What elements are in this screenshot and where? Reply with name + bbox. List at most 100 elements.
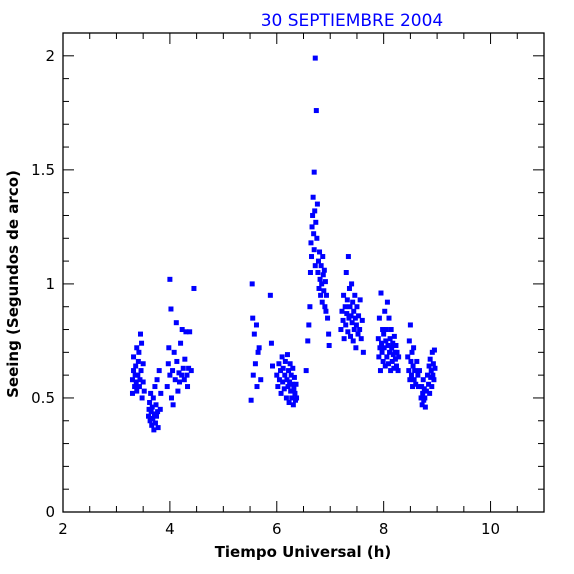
data-point [132, 384, 138, 390]
data-point [133, 379, 139, 385]
data-point [134, 388, 140, 394]
data-point [135, 372, 141, 378]
data-point [187, 329, 193, 335]
data-point [354, 304, 360, 310]
plot-frame [62, 32, 545, 513]
data-point [314, 235, 320, 241]
data-point [284, 352, 290, 358]
data-point [355, 331, 361, 337]
data-point [165, 361, 171, 367]
data-point [166, 345, 172, 351]
data-point [294, 395, 300, 401]
data-point [129, 377, 135, 383]
data-point [168, 395, 174, 401]
data-point [352, 292, 358, 298]
y-tick-label: 0 [45, 503, 55, 521]
data-point [419, 402, 425, 408]
data-point [342, 304, 348, 310]
data-point [389, 358, 395, 364]
data-point [270, 363, 275, 369]
x-axis-label: Tiempo Universal (h) [215, 543, 392, 561]
data-point [288, 372, 294, 378]
data-point [178, 340, 184, 346]
data-point [283, 395, 289, 401]
data-point [377, 368, 383, 374]
data-point [412, 368, 418, 374]
data-point [175, 388, 181, 394]
data-point [148, 390, 154, 396]
data-point [390, 340, 396, 346]
y-tick-label: 1.5 [31, 161, 55, 179]
data-point [383, 327, 389, 333]
data-point [157, 406, 163, 412]
data-point [348, 313, 354, 319]
y-tick-label: 0.5 [31, 389, 55, 407]
data-point [383, 338, 389, 344]
data-point [428, 368, 434, 374]
data-point [280, 379, 286, 385]
data-point [377, 345, 383, 351]
data-point [320, 254, 326, 260]
data-point [343, 322, 349, 328]
data-point [179, 327, 185, 333]
data-point [147, 418, 153, 424]
data-point [315, 270, 321, 275]
data-point [148, 409, 154, 415]
data-point [343, 270, 349, 275]
data-point [168, 306, 174, 312]
data-point [326, 342, 332, 348]
data-point [188, 368, 194, 374]
data-point [349, 281, 355, 287]
data-point [254, 384, 260, 390]
data-point [183, 329, 189, 335]
data-point [311, 169, 317, 175]
data-point [344, 297, 350, 303]
axes: 2 4 6 8 10 0 0.5 1 1.5 2 [31, 32, 545, 538]
data-point [152, 384, 158, 390]
data-point [186, 365, 192, 371]
data-point [314, 201, 320, 207]
data-point [345, 254, 351, 260]
data-point [170, 368, 176, 374]
data-point [185, 384, 191, 390]
data-point [172, 377, 178, 383]
data-point [415, 372, 421, 378]
data-point [406, 368, 412, 374]
data-point [394, 349, 400, 355]
data-point [306, 322, 312, 328]
y-tick-label: 1 [45, 275, 55, 293]
data-point [173, 320, 179, 326]
data-point [427, 356, 433, 362]
data-point [407, 322, 413, 328]
data-point [312, 55, 318, 61]
data-point [147, 400, 153, 406]
data-point [140, 361, 146, 367]
data-point [312, 208, 318, 214]
data-point [350, 299, 356, 305]
data-point [177, 379, 183, 385]
data-point [290, 365, 296, 371]
data-point [395, 368, 401, 374]
data-point [309, 224, 315, 230]
data-point [409, 349, 415, 355]
data-point [267, 292, 273, 298]
data-point [156, 368, 162, 374]
data-point [381, 345, 387, 351]
data-point [317, 249, 323, 255]
data-point [154, 377, 160, 383]
data-point [391, 365, 397, 371]
data-point [149, 404, 155, 410]
data-point [345, 329, 351, 335]
data-point [430, 372, 436, 378]
data-point [407, 377, 413, 383]
data-point [323, 292, 329, 298]
data-point [411, 377, 417, 383]
data-point [359, 317, 365, 323]
data-point [384, 299, 390, 305]
data-point [379, 349, 385, 355]
data-point [170, 402, 176, 408]
data-point [357, 327, 363, 333]
data-point [338, 327, 344, 333]
data-point [321, 267, 327, 273]
